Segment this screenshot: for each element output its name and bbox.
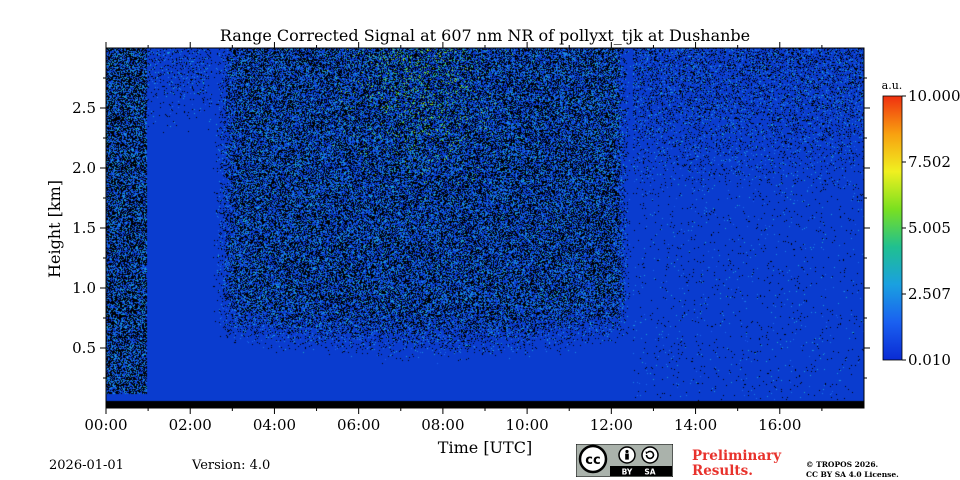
x-tick-label: 10:00 — [505, 416, 548, 434]
x-axis: 00:00 02:00 04:00 06:00 08:00 10:00 12:00 14:00… — [84, 42, 823, 434]
x-tick-label: 06:00 — [337, 416, 380, 434]
plot-area — [105, 47, 865, 409]
x-tick-label: 12:00 — [590, 416, 633, 434]
copyright-line-2: CC BY SA 4.0 License. — [806, 470, 899, 479]
colorbar-ticks: 0.010 2.507 5.005 7.502 10.000 — [902, 87, 960, 369]
cc-icon — [578, 444, 608, 474]
y-tick-label: 0.5 — [72, 339, 96, 357]
colorbar-tick-label: 5.005 — [908, 219, 951, 237]
y-tick-label: 1.0 — [72, 279, 96, 297]
copyright-note: © TROPOS 2026. CC BY SA 4.0 License. — [806, 460, 899, 480]
y-tick-label: 2.5 — [72, 99, 96, 117]
colorbar-tick-label: 0.010 — [908, 351, 951, 369]
footer-date: 2026-01-01 — [49, 458, 124, 473]
cc-license-badge: cc BY SA — [576, 444, 673, 477]
preliminary-results-note: Preliminary Results. — [692, 449, 781, 479]
chart-title: Range Corrected Signal at 607 nm NR of p… — [220, 26, 750, 45]
y-tick-label: 2.0 — [72, 159, 96, 177]
by-label: BY — [622, 468, 633, 477]
x-tick-label: 04:00 — [253, 416, 296, 434]
colorbar-fill — [882, 95, 903, 361]
preliminary-line-2: Results. — [692, 463, 753, 479]
colorbar-unit: a.u. — [882, 79, 903, 92]
copyright-line-1: © TROPOS 2026. — [806, 460, 879, 469]
preliminary-line-1: Preliminary — [692, 448, 782, 464]
y-axis: 0.5 1.0 1.5 2.0 2.5 — [72, 77, 870, 379]
x-tick-label: 00:00 — [84, 416, 127, 434]
colorbar: a.u. 0.010 2.507 5.005 7.502 10.000 — [882, 79, 960, 369]
x-tick-label: 16:00 — [758, 416, 801, 434]
cc-icon-text: cc — [585, 453, 600, 468]
y-tick-label: 1.5 — [72, 219, 96, 237]
footer-version: Version: 4.0 — [192, 458, 271, 473]
x-tick-label: 08:00 — [421, 416, 464, 434]
sa-share-alike-icon — [641, 446, 659, 464]
heatmap-image — [106, 48, 864, 408]
colorbar-tick-label: 10.000 — [908, 87, 960, 105]
y-axis-label: Height [km] — [45, 180, 64, 278]
colorbar-tick-label: 2.507 — [908, 285, 951, 303]
x-axis-label: Time [UTC] — [438, 438, 532, 457]
colorbar-tick-label: 7.502 — [908, 153, 951, 171]
sa-label: SA — [644, 468, 655, 477]
x-tick-label: 14:00 — [674, 416, 717, 434]
x-tick-label: 02:00 — [169, 416, 212, 434]
